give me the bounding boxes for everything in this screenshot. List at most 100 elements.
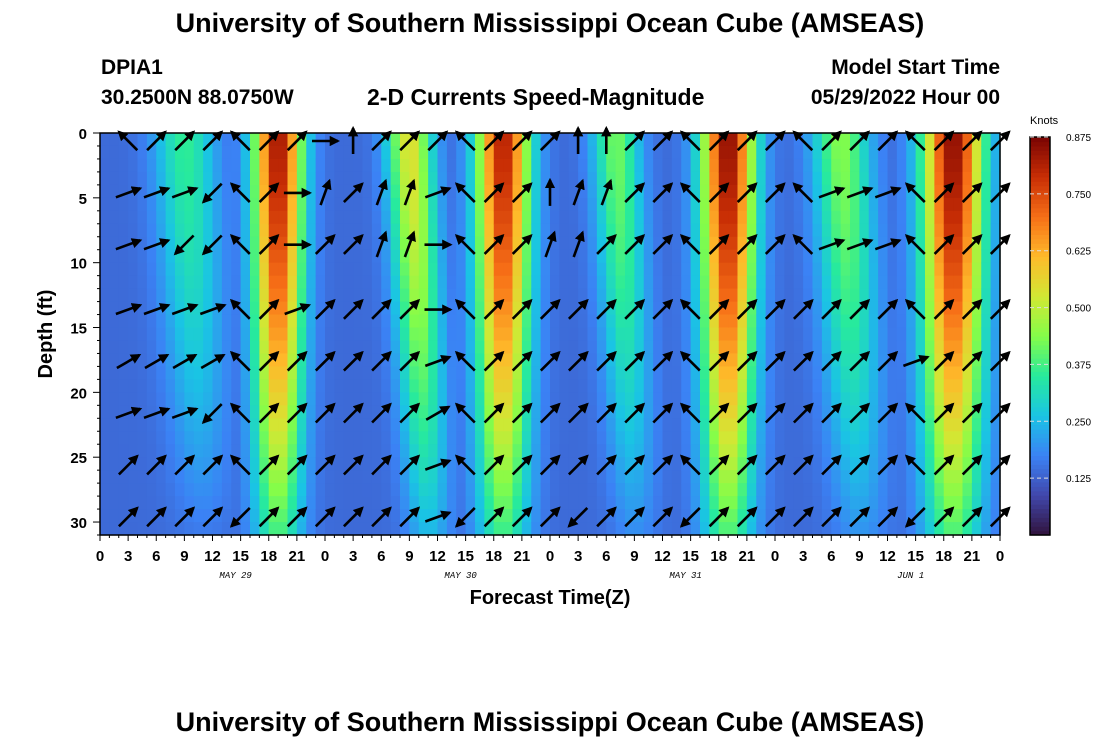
heat-cell xyxy=(493,171,504,186)
heat-cell xyxy=(868,353,879,368)
heat-cell xyxy=(259,314,270,329)
heat-cell xyxy=(700,210,710,225)
heat-cell xyxy=(371,314,382,329)
heat-cell xyxy=(840,314,851,329)
heat-cell xyxy=(859,275,870,290)
heat-cell xyxy=(175,158,185,173)
heat-cell xyxy=(165,301,176,316)
current-vector xyxy=(483,350,505,372)
heat-cell xyxy=(100,301,110,316)
heat-cell xyxy=(146,457,157,471)
heat-cell xyxy=(400,457,410,471)
x-tick-label: 12 xyxy=(204,548,221,565)
heat-cell xyxy=(212,366,223,380)
heat-cell xyxy=(550,470,560,484)
heat-cell xyxy=(156,223,167,238)
heat-cell xyxy=(568,327,579,342)
heat-cell xyxy=(784,496,795,510)
heat-cell xyxy=(671,184,682,199)
heat-cell xyxy=(943,275,954,290)
heat-cell xyxy=(325,249,335,264)
x-tick-label: 3 xyxy=(349,548,357,565)
heat-cell xyxy=(990,379,1001,393)
heat-cell xyxy=(475,522,485,536)
heat-cell xyxy=(503,444,514,458)
heat-cell xyxy=(821,275,832,290)
heat-cell xyxy=(596,145,607,160)
heat-cell xyxy=(259,509,270,523)
heat-cell xyxy=(428,133,439,147)
heat-cell xyxy=(165,184,176,199)
heat-cell xyxy=(784,418,795,432)
heat-cell xyxy=(606,314,617,329)
heat-cell xyxy=(681,249,692,264)
heat-cell xyxy=(587,470,598,484)
heat-cell xyxy=(315,509,326,523)
current-vector xyxy=(821,350,842,372)
colorbar-band xyxy=(1030,397,1050,403)
heat-cell xyxy=(821,197,832,212)
heat-cell xyxy=(175,379,185,393)
heat-cell xyxy=(371,236,382,251)
heat-cell xyxy=(878,158,889,173)
heat-cell xyxy=(306,275,317,290)
heat-cell xyxy=(859,327,870,342)
heat-cell xyxy=(456,483,467,497)
heat-cell xyxy=(503,431,514,445)
heat-cell xyxy=(728,444,739,458)
heat-cell xyxy=(409,314,420,329)
heat-cell xyxy=(756,236,767,251)
heat-cell xyxy=(671,236,682,251)
heat-cell xyxy=(643,158,654,173)
heat-cell xyxy=(784,249,795,264)
heat-cell xyxy=(709,145,720,160)
heat-cell xyxy=(278,249,289,264)
heat-cell xyxy=(784,470,795,484)
heat-cell xyxy=(484,288,495,303)
heat-cell xyxy=(700,366,710,380)
heat-cell xyxy=(971,288,982,303)
current-vector xyxy=(567,402,589,424)
heat-cell xyxy=(962,340,973,355)
heat-cell xyxy=(240,483,251,497)
heat-cell xyxy=(100,392,110,406)
current-vector xyxy=(229,402,251,424)
heat-cell xyxy=(437,158,448,173)
heat-cell xyxy=(315,249,326,264)
heat-cell xyxy=(625,223,635,238)
heat-cell xyxy=(878,457,889,471)
heat-cell xyxy=(906,314,917,329)
heat-cell xyxy=(728,392,739,406)
heat-cell xyxy=(756,353,767,368)
heat-cell xyxy=(100,314,110,329)
heat-cell xyxy=(503,184,514,199)
heat-cell xyxy=(409,431,420,445)
heat-cell xyxy=(212,314,223,329)
heat-cell xyxy=(925,210,935,225)
heat-cell xyxy=(193,301,204,316)
heat-cell xyxy=(278,262,289,277)
heat-cell xyxy=(315,379,326,393)
heat-cell xyxy=(906,197,917,212)
x-tick-label: 18 xyxy=(260,548,277,565)
heat-cell xyxy=(925,197,935,212)
heat-cell xyxy=(615,340,626,355)
heat-cell xyxy=(109,470,120,484)
heat-cell xyxy=(896,275,907,290)
heat-cell xyxy=(990,470,1001,484)
heat-cell xyxy=(400,431,410,445)
heat-cell xyxy=(503,327,514,342)
heat-cell xyxy=(962,418,973,432)
heat-cell xyxy=(118,288,129,303)
heat-cell xyxy=(643,444,654,458)
heat-cell xyxy=(334,379,345,393)
heat-cell xyxy=(756,418,767,432)
heat-cell xyxy=(568,366,579,380)
heat-cell xyxy=(896,184,907,199)
heat-cell xyxy=(531,392,542,406)
current-vector xyxy=(144,353,170,370)
heat-cell xyxy=(475,184,485,199)
heat-cell xyxy=(193,496,204,510)
heat-cell xyxy=(493,158,504,173)
heat-cell xyxy=(390,457,401,471)
